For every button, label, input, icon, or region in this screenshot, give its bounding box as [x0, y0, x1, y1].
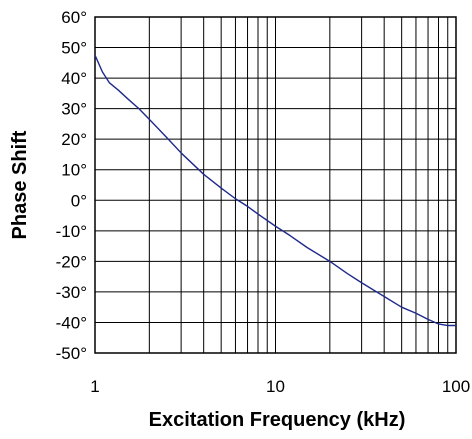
series-line-0	[94, 54, 456, 327]
y-tick-label: 0°	[71, 191, 87, 210]
series-group	[94, 54, 456, 327]
y-tick-label: 60°	[61, 8, 87, 27]
y-tick-label: 20°	[61, 130, 87, 149]
y-tick-label: -20°	[56, 252, 87, 271]
y-tick-label: -30°	[56, 283, 87, 302]
y-tick-labels: 60° 50° 40° 30° 20° 10° 0° -10° -20° -30° -40° -50°	[56, 8, 87, 363]
y-tick-label: 50°	[61, 39, 87, 58]
x-tick-label: 100	[442, 377, 470, 396]
y-tick-label: -50°	[56, 344, 87, 363]
y-tick-label: -40°	[56, 313, 87, 332]
plot-frame	[94, 16, 457, 354]
y-tick-label: 30°	[61, 100, 87, 119]
x-tick-labels: 1 10 100	[90, 377, 470, 396]
grid	[94, 16, 456, 354]
y-tick-label: 40°	[61, 69, 87, 88]
x-tick-label: 10	[266, 377, 285, 396]
y-tick-label: -10°	[56, 222, 87, 241]
x-tick-label: 1	[90, 377, 99, 396]
y-axis-label: Phase Shift	[9, 130, 31, 239]
x-axis-label: Excitation Frequency (kHz)	[149, 409, 406, 431]
y-tick-label: 10°	[61, 161, 87, 180]
